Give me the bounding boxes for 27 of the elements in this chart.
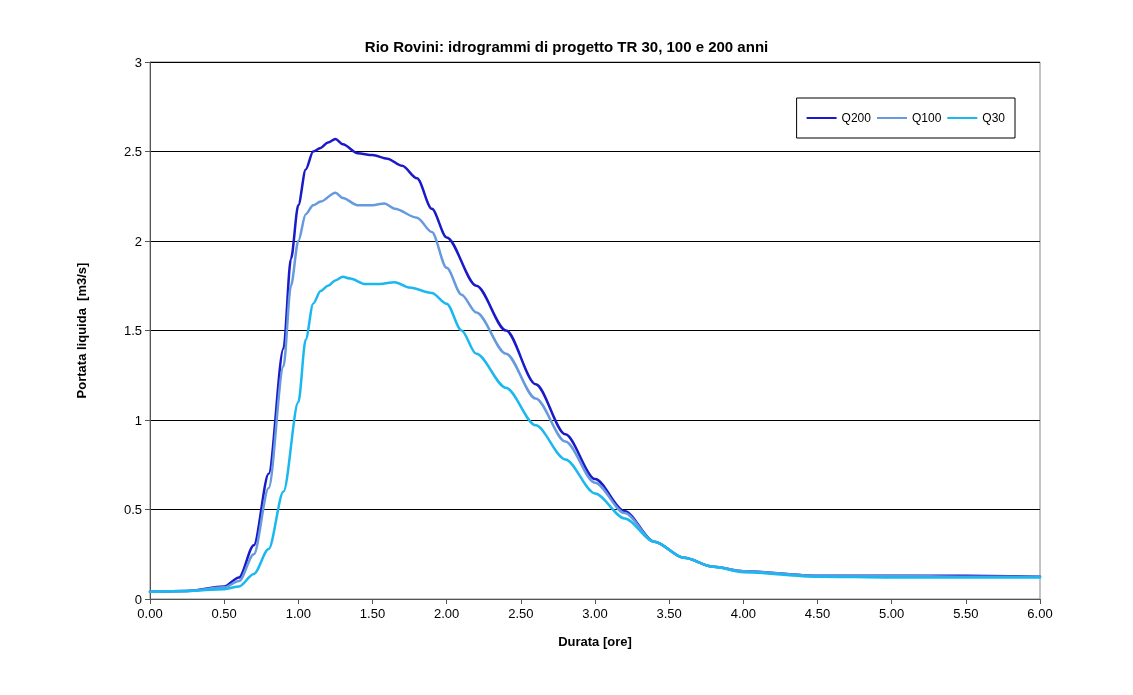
x-tick-label: 5.50 xyxy=(953,606,979,621)
x-tick-label: 3.00 xyxy=(582,606,608,621)
x-tick-label: 4.50 xyxy=(804,606,831,621)
x-tick-label: 4.00 xyxy=(730,606,756,621)
y-tick-label: 3 xyxy=(134,54,142,70)
y-tick-label: 0 xyxy=(134,591,142,607)
x-tick-label: 1.50 xyxy=(359,606,386,621)
x-tick-label: 2.00 xyxy=(434,606,460,621)
x-tick-label: 2.50 xyxy=(508,606,534,621)
x-tick-label: 3.50 xyxy=(656,606,682,621)
y-tick-label: 0.5 xyxy=(123,502,142,517)
x-tick-label: 0.00 xyxy=(137,606,163,621)
legend-label: Q30 xyxy=(982,111,1006,125)
legend-label: Q200 xyxy=(841,111,872,125)
y-tick-label: 2 xyxy=(134,233,142,249)
y-axis-title: Portata liquida [m3/s] xyxy=(74,262,89,399)
x-tick-label: 5.00 xyxy=(879,606,905,621)
line-series xyxy=(148,275,1042,594)
y-tick-label: 2.5 xyxy=(123,144,142,159)
chart-title: Rio Rovini: idrogrammi di progetto TR 30, 100 e 200 anni xyxy=(364,38,769,55)
y-tick-label: 1.5 xyxy=(123,323,142,338)
x-axis-title: Durata [ore] xyxy=(558,634,632,649)
x-tick-label: 6.00 xyxy=(1027,606,1053,621)
legend-label: Q100 xyxy=(911,111,942,125)
x-tick-label: 1.00 xyxy=(285,606,311,621)
y-tick-label: 1 xyxy=(134,412,142,428)
x-tick-label: 0.50 xyxy=(211,606,237,621)
